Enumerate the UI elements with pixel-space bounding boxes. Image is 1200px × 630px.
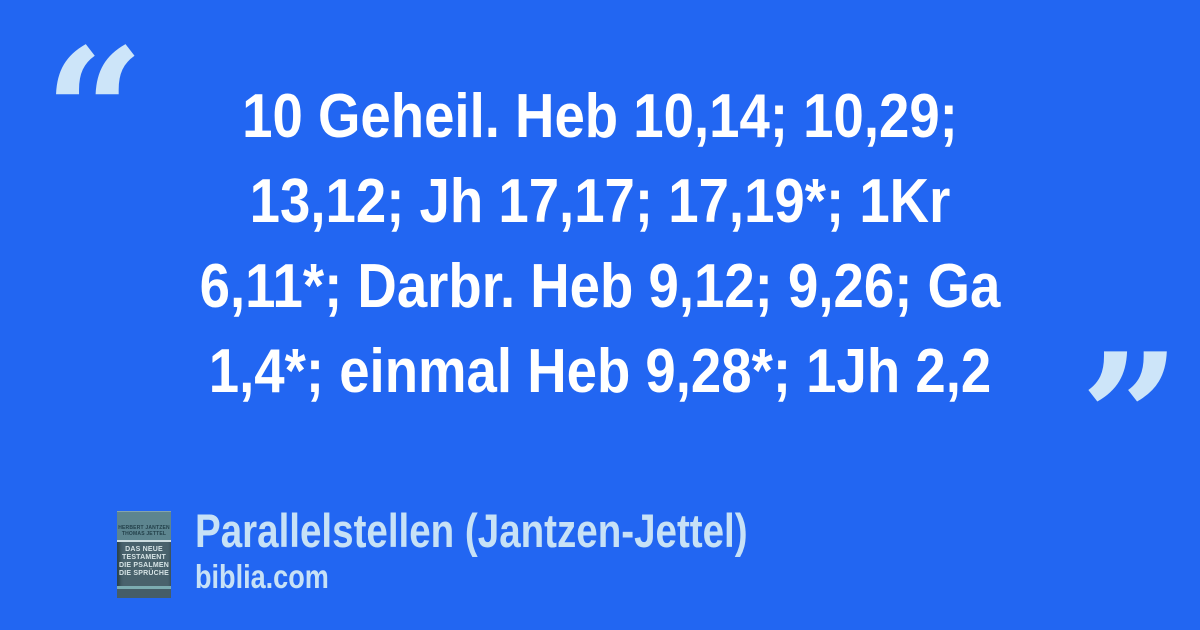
- quote-text: 10 Geheil. Heb 10,14; 10,29; 13,12; Jh 1…: [19, 74, 1181, 414]
- quote-line-1: 10 Geheil. Heb 10,14; 10,29;: [242, 82, 958, 151]
- book-title-line: DIE SPRÜCHE: [118, 570, 170, 577]
- open-quote-icon: “: [44, 11, 145, 216]
- quote-line-4: 1,4*; einmal Heb 9,28*; 1Jh 2,2: [208, 337, 992, 406]
- source-footer: Parallelstellen (Jantzen-Jettel) biblia.…: [195, 505, 748, 595]
- close-quote-icon: ”: [1080, 316, 1181, 521]
- book-title-line: TESTAMENT: [121, 554, 167, 561]
- book-title-line: DAS NEUE: [125, 546, 163, 553]
- book-cover-author-band: HERBERT JANTZEN THOMAS JETTEL: [117, 512, 171, 540]
- book-cover-title-band: DAS NEUE TESTAMENT DIE PSALMEN DIE SPRÜC…: [117, 542, 171, 586]
- source-website-link[interactable]: biblia.com: [195, 558, 329, 595]
- book-cover-thumbnail: HERBERT JANTZEN THOMAS JETTEL DAS NEUE T…: [117, 511, 171, 598]
- quote-line-2: 13,12; Jh 17,17; 17,19*; 1Kr: [249, 167, 951, 236]
- book-title-line: DIE PSALMEN: [118, 562, 170, 569]
- source-title: Parallelstellen (Jantzen-Jettel): [195, 504, 748, 557]
- book-author: THOMAS JETTEL: [121, 531, 167, 537]
- quote-line-3: 6,11*; Darbr. Heb 9,12; 9,26; Ga: [199, 252, 1001, 321]
- book-cover-bottom-band: [117, 589, 171, 598]
- book-cover-divider: [117, 540, 171, 542]
- book-cover-stripe: [117, 586, 171, 589]
- book-author: HERBERT JANTZEN: [118, 525, 170, 531]
